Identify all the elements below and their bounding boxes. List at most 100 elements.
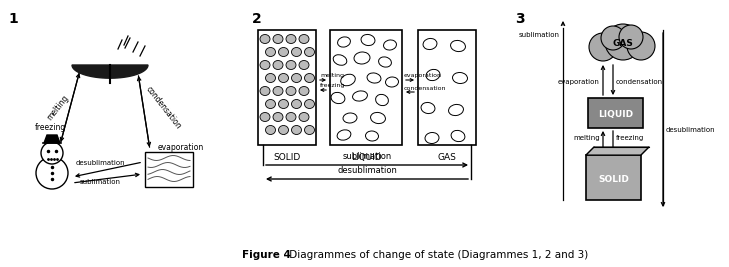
Polygon shape <box>72 65 148 78</box>
Ellipse shape <box>333 55 347 65</box>
Text: sublimation: sublimation <box>343 152 391 161</box>
Ellipse shape <box>331 92 345 104</box>
Text: 1: 1 <box>8 12 17 26</box>
Text: evaporation: evaporation <box>558 79 600 85</box>
Ellipse shape <box>421 103 435 113</box>
Ellipse shape <box>361 34 375 46</box>
Circle shape <box>601 26 625 50</box>
Ellipse shape <box>260 61 270 69</box>
Ellipse shape <box>305 48 314 57</box>
Text: 2: 2 <box>252 12 262 26</box>
Ellipse shape <box>448 104 464 116</box>
Bar <box>330 30 402 145</box>
Ellipse shape <box>451 130 465 142</box>
Text: Diagrammes of change of state (Diagrammes 1, 2 and 3): Diagrammes of change of state (Diagramme… <box>286 250 588 260</box>
Ellipse shape <box>367 73 381 83</box>
Text: LIQUID: LIQUID <box>351 153 381 162</box>
Text: LIQUID: LIQUID <box>598 109 633 119</box>
Polygon shape <box>44 135 60 143</box>
Ellipse shape <box>286 34 296 44</box>
Circle shape <box>41 142 63 164</box>
Text: desublimation: desublimation <box>75 160 125 166</box>
Ellipse shape <box>378 57 391 67</box>
Ellipse shape <box>340 74 355 86</box>
Ellipse shape <box>383 40 397 50</box>
Bar <box>586 155 641 200</box>
Polygon shape <box>146 153 192 186</box>
Ellipse shape <box>453 72 467 84</box>
Ellipse shape <box>278 73 289 83</box>
Ellipse shape <box>353 91 367 101</box>
Circle shape <box>36 157 68 189</box>
Ellipse shape <box>273 112 283 121</box>
Text: condensation: condensation <box>616 79 663 85</box>
Ellipse shape <box>265 48 276 57</box>
Ellipse shape <box>286 87 296 96</box>
Ellipse shape <box>305 73 314 83</box>
Bar <box>418 30 476 145</box>
Ellipse shape <box>273 87 283 96</box>
Ellipse shape <box>286 112 296 121</box>
Circle shape <box>627 32 655 60</box>
Text: freezing: freezing <box>35 124 66 132</box>
Text: GAS: GAS <box>437 153 456 162</box>
Ellipse shape <box>299 61 309 69</box>
Text: SOLID: SOLID <box>273 153 300 162</box>
Ellipse shape <box>343 113 357 123</box>
Ellipse shape <box>305 125 314 135</box>
Text: desublimation: desublimation <box>666 127 716 133</box>
Text: Figure 4: Figure 4 <box>242 250 291 260</box>
Text: condensation: condensation <box>404 85 446 91</box>
Text: GAS: GAS <box>612 40 634 49</box>
Ellipse shape <box>278 125 289 135</box>
Text: desublimation: desublimation <box>337 166 397 175</box>
Bar <box>588 98 643 128</box>
Text: 3: 3 <box>515 12 525 26</box>
Ellipse shape <box>354 52 370 64</box>
Ellipse shape <box>305 100 314 108</box>
Ellipse shape <box>451 40 465 52</box>
Ellipse shape <box>265 73 276 83</box>
Ellipse shape <box>365 131 378 141</box>
Ellipse shape <box>292 48 302 57</box>
Text: sublimation: sublimation <box>79 179 120 185</box>
Text: melting: melting <box>574 135 600 141</box>
Ellipse shape <box>273 34 283 44</box>
Text: sublimation: sublimation <box>519 32 560 38</box>
Ellipse shape <box>292 125 302 135</box>
Text: condensation: condensation <box>144 85 182 131</box>
Ellipse shape <box>273 61 283 69</box>
Ellipse shape <box>292 100 302 108</box>
Ellipse shape <box>375 94 389 106</box>
Ellipse shape <box>338 37 351 47</box>
Text: evaporation: evaporation <box>404 73 442 78</box>
Ellipse shape <box>337 130 351 140</box>
Ellipse shape <box>292 73 302 83</box>
Ellipse shape <box>278 100 289 108</box>
Ellipse shape <box>425 132 439 144</box>
Text: SOLID: SOLID <box>598 175 629 184</box>
Ellipse shape <box>299 112 309 121</box>
Ellipse shape <box>278 48 289 57</box>
Text: melting: melting <box>320 73 344 78</box>
Ellipse shape <box>260 112 270 121</box>
Ellipse shape <box>299 34 309 44</box>
Circle shape <box>605 24 641 60</box>
Ellipse shape <box>299 87 309 96</box>
Bar <box>145 152 193 187</box>
Circle shape <box>619 25 643 49</box>
Ellipse shape <box>265 125 276 135</box>
Text: melting: melting <box>45 94 71 122</box>
Ellipse shape <box>423 38 437 50</box>
Ellipse shape <box>260 87 270 96</box>
Circle shape <box>589 33 617 61</box>
Text: freezing: freezing <box>320 84 346 88</box>
Polygon shape <box>586 147 649 155</box>
Ellipse shape <box>426 69 440 81</box>
Text: evaporation: evaporation <box>158 143 204 152</box>
Ellipse shape <box>260 34 270 44</box>
Bar <box>258 30 316 145</box>
Ellipse shape <box>286 61 296 69</box>
Ellipse shape <box>386 77 399 87</box>
Ellipse shape <box>265 100 276 108</box>
